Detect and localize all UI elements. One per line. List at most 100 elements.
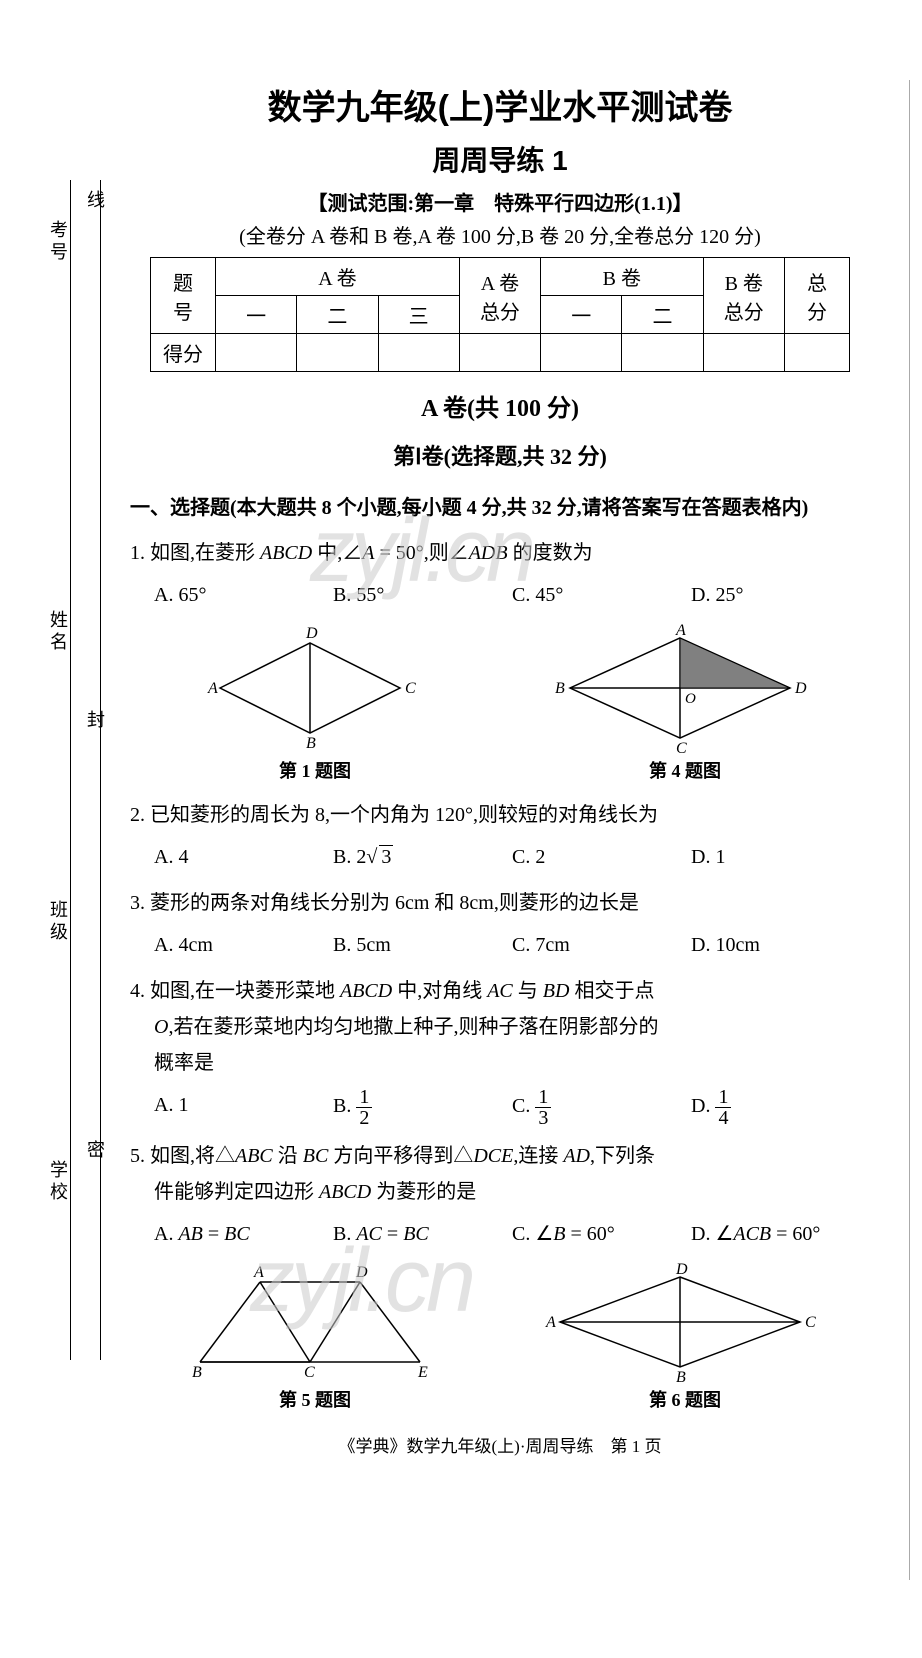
svg-text:A: A <box>675 623 686 639</box>
test-range: 【测试范围:第一章 特殊平行四边形(1.1)】 <box>130 187 870 216</box>
q6-figure: D A C B <box>530 1262 830 1382</box>
figure-caption-row-1: 第 1 题图 第 4 题图 <box>130 757 870 783</box>
q5-text: 5. 如图,将△ABC 沿 BC 方向平移得到△DCE,连接 AD,下列条件能够… <box>130 1138 870 1210</box>
score-cell <box>541 334 622 372</box>
page-footer: 《学典》数学九年级(上)·周周导练 第 1 页 <box>130 1432 870 1457</box>
svg-text:A: A <box>253 1264 264 1281</box>
sidebar-label-mi: 密 <box>82 1140 108 1164</box>
section-instructions: 一、选择题(本大题共 8 个小题,每小题 4 分,共 32 分,请将答案写在答题… <box>130 491 870 525</box>
q1-options: A. 65° B. 55° C. 45° D. 25° <box>130 577 870 613</box>
svg-text:A: A <box>545 1314 556 1331</box>
q4-opt-a: A. 1 <box>154 1087 333 1128</box>
score-th-ti: 题号 <box>151 258 216 334</box>
right-margin-line <box>909 80 910 1580</box>
score-th-zong: 总分 <box>784 258 849 334</box>
q4-figure: A B D C O <box>540 623 820 753</box>
sidebar-label-xian: 线 <box>82 190 108 214</box>
svg-text:C: C <box>805 1314 816 1331</box>
svg-text:C: C <box>676 740 687 753</box>
score-a1: 一 <box>216 296 297 334</box>
q1-opt-c: C. 45° <box>512 577 691 613</box>
q2-opt-a: A. 4 <box>154 839 333 875</box>
score-a3: 三 <box>378 296 459 334</box>
q2-opt-c: C. 2 <box>512 839 691 875</box>
score-table: 题号 A 卷 A 卷总分 B 卷 B 卷总分 总分 一 二 三 一 二 得分 <box>150 257 850 372</box>
main-title: 数学九年级(上)学业水平测试卷 <box>130 80 870 129</box>
q2-options: A. 4 B. 23 C. 2 D. 1 <box>130 839 870 875</box>
svg-text:B: B <box>192 1364 202 1381</box>
section-sub-heading: 第Ⅰ卷(选择题,共 32 分) <box>130 439 870 471</box>
svg-text:C: C <box>405 680 416 697</box>
score-cell <box>378 334 459 372</box>
q4-opt-d: D. 14 <box>691 1087 870 1128</box>
q1-opt-d: D. 25° <box>691 577 870 613</box>
svg-text:D: D <box>305 625 318 642</box>
q5-figure: A D B C E <box>170 1262 450 1382</box>
q1-figcap: 第 1 题图 <box>130 757 500 783</box>
sub-title: 周周导练 1 <box>130 139 870 179</box>
q4-opt-c: C. 13 <box>512 1087 691 1128</box>
figure-row-1: A D C B A B D C O <box>130 623 870 753</box>
score-cell <box>622 334 703 372</box>
q5-opt-c: C. ∠B = 60° <box>512 1216 691 1252</box>
score-cell <box>784 334 849 372</box>
score-b1: 一 <box>541 296 622 334</box>
section-a-heading: A 卷(共 100 分) <box>130 388 870 423</box>
q2-opt-b: B. 23 <box>333 839 512 875</box>
page-content: 数学九年级(上)学业水平测试卷 周周导练 1 【测试范围:第一章 特殊平行四边形… <box>130 80 870 1457</box>
q4-text: 4. 如图,在一块菱形菜地 ABCD 中,对角线 AC 与 BD 相交于点O,若… <box>130 973 870 1081</box>
score-th-ajuan: A 卷 <box>216 258 460 296</box>
figure-row-2: A D B C E D A C B <box>130 1262 870 1382</box>
q5-opt-b: B. AC = BC <box>333 1216 512 1252</box>
score-cell <box>703 334 784 372</box>
q1-opt-a: A. 65° <box>154 577 333 613</box>
q3-opt-a: A. 4cm <box>154 927 333 963</box>
score-b2: 二 <box>622 296 703 334</box>
svg-text:C: C <box>304 1364 315 1381</box>
score-cell <box>297 334 378 372</box>
q4-opt-b: B. 12 <box>333 1087 512 1128</box>
score-info: (全卷分 A 卷和 B 卷,A 卷 100 分,B 卷 20 分,全卷总分 12… <box>130 220 870 249</box>
svg-text:D: D <box>675 1262 688 1278</box>
q3-options: A. 4cm B. 5cm C. 7cm D. 10cm <box>130 927 870 963</box>
svg-text:B: B <box>676 1369 686 1382</box>
score-a2: 二 <box>297 296 378 334</box>
q5-figcap: 第 5 题图 <box>130 1386 500 1412</box>
svg-text:O: O <box>685 691 696 707</box>
sidebar-label-feng: 封 <box>82 710 108 734</box>
q6-figcap: 第 6 题图 <box>500 1386 870 1412</box>
svg-text:B: B <box>306 735 316 752</box>
sidebar-label-xingming: 姓名 <box>45 610 71 654</box>
q3-opt-b: B. 5cm <box>333 927 512 963</box>
q2-opt-d: D. 1 <box>691 839 870 875</box>
q5-opt-a: A. AB = BC <box>154 1216 333 1252</box>
q4-options: A. 1 B. 12 C. 13 D. 14 <box>130 1087 870 1128</box>
svg-text:E: E <box>417 1364 428 1381</box>
sidebar-label-kaohao: 考号 <box>45 220 71 264</box>
q5-opt-d: D. ∠ACB = 60° <box>691 1216 870 1252</box>
figure-caption-row-2: 第 5 题图 第 6 题图 <box>130 1386 870 1412</box>
score-defen: 得分 <box>151 334 216 372</box>
q5-options: A. AB = BC B. AC = BC C. ∠B = 60° D. ∠AC… <box>130 1216 870 1252</box>
q3-text: 3. 菱形的两条对角线长分别为 6cm 和 8cm,则菱形的边长是 <box>130 885 870 921</box>
svg-text:B: B <box>555 680 565 697</box>
sidebar-label-banji: 班级 <box>45 900 71 944</box>
q1-opt-b: B. 55° <box>333 577 512 613</box>
score-cell <box>459 334 540 372</box>
sidebar-label-xuexiao: 学校 <box>45 1160 71 1204</box>
q1-text: 1. 如图,在菱形 ABCD 中,∠A = 50°,则∠ADB 的度数为 <box>130 535 870 571</box>
score-cell <box>216 334 297 372</box>
sidebar-line-right <box>100 180 101 1360</box>
svg-text:D: D <box>794 680 807 697</box>
q3-opt-d: D. 10cm <box>691 927 870 963</box>
score-th-a-total: A 卷总分 <box>459 258 540 334</box>
q2-text: 2. 已知菱形的周长为 8,一个内角为 120°,则较短的对角线长为 <box>130 797 870 833</box>
score-th-b-total: B 卷总分 <box>703 258 784 334</box>
binding-sidebar: 考号 线 姓名 封 班级 学校 密 <box>40 180 120 1380</box>
svg-text:D: D <box>355 1264 368 1281</box>
q4-figcap: 第 4 题图 <box>500 757 870 783</box>
svg-text:A: A <box>207 680 218 697</box>
q3-opt-c: C. 7cm <box>512 927 691 963</box>
score-th-bjuan: B 卷 <box>541 258 704 296</box>
q1-figure: A D C B <box>180 623 440 753</box>
